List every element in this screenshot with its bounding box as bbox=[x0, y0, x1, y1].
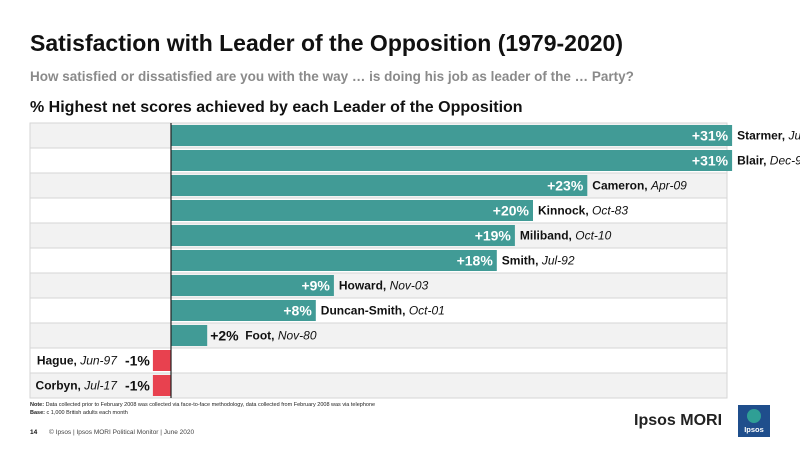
category-label: Foot, Nov-80 bbox=[245, 329, 317, 343]
leader-name: Corbyn, bbox=[36, 379, 85, 393]
data-label: -1% bbox=[125, 378, 150, 394]
data-label: +20% bbox=[493, 203, 530, 219]
plot-border bbox=[29, 122, 728, 399]
score-date: Oct-83 bbox=[592, 204, 628, 218]
leader-name: Howard, bbox=[339, 279, 390, 293]
category-label: Hague, Jun-97 bbox=[37, 354, 118, 368]
score-date: Jun-97 bbox=[79, 354, 118, 368]
logo-text: Ipsos bbox=[744, 425, 764, 434]
score-date: Jul-92 bbox=[541, 254, 575, 268]
data-label: -1% bbox=[125, 353, 150, 369]
bar bbox=[171, 300, 316, 321]
category-label: Corbyn, Jul-17 bbox=[36, 379, 119, 393]
chart-title: % Highest net scores achieved by each Le… bbox=[30, 99, 523, 116]
score-date: Jun-20 bbox=[787, 129, 800, 143]
data-label: +31% bbox=[692, 153, 729, 169]
data-label: +2% bbox=[210, 328, 239, 344]
bar bbox=[171, 275, 334, 296]
leader-name: Foot, bbox=[245, 329, 278, 343]
score-date: Jul-17 bbox=[83, 379, 118, 393]
base-note: Base: c 1,000 British adults each month bbox=[30, 410, 128, 416]
bar bbox=[171, 250, 497, 271]
score-date: Dec-94 bbox=[770, 154, 800, 168]
page-number: 14 bbox=[30, 429, 38, 436]
leader-name: Kinnock, bbox=[538, 204, 592, 218]
category-label: Cameron, Apr-09 bbox=[592, 179, 687, 193]
score-date: Oct-10 bbox=[575, 229, 611, 243]
row-band bbox=[30, 273, 727, 298]
score-date: Apr-09 bbox=[650, 179, 687, 193]
data-label: +8% bbox=[283, 303, 312, 319]
leader-name: Starmer, bbox=[737, 129, 788, 143]
methodology-note: Note: Data collected prior to February 2… bbox=[30, 402, 375, 408]
category-label: Blair, Dec-94 bbox=[737, 154, 800, 168]
leader-name: Cameron, bbox=[592, 179, 651, 193]
bar bbox=[171, 200, 533, 221]
row-band bbox=[30, 348, 727, 373]
category-label: Miliband, Oct-10 bbox=[520, 229, 612, 243]
bar bbox=[171, 125, 733, 146]
category-label: Howard, Nov-03 bbox=[339, 279, 429, 293]
leader-name: Smith, bbox=[502, 254, 542, 268]
row-band bbox=[30, 298, 727, 323]
leader-name: Miliband, bbox=[520, 229, 575, 243]
score-date: Oct-01 bbox=[409, 304, 445, 318]
row-band bbox=[30, 373, 727, 398]
data-label: +19% bbox=[475, 228, 512, 244]
base-label: Base: bbox=[30, 410, 45, 416]
footer-source: © Ipsos | Ipsos MORI Political Monitor |… bbox=[49, 429, 195, 436]
leader-name: Duncan-Smith, bbox=[321, 304, 409, 318]
brand-name: Ipsos MORI bbox=[634, 412, 723, 429]
data-label: +31% bbox=[692, 128, 729, 144]
data-label: +23% bbox=[547, 178, 584, 194]
category-label: Starmer, Jun-20 bbox=[737, 129, 800, 143]
bar bbox=[171, 325, 208, 346]
bar bbox=[152, 350, 171, 371]
base-text: c 1,000 British adults each month bbox=[46, 410, 128, 416]
leader-name: Hague, bbox=[37, 354, 80, 368]
bar bbox=[171, 175, 588, 196]
data-label: +9% bbox=[301, 278, 330, 294]
bar bbox=[152, 375, 171, 396]
note-label: Note: bbox=[30, 402, 45, 408]
logo-circle-icon bbox=[747, 409, 761, 423]
bar bbox=[171, 225, 515, 246]
leader-name: Blair, bbox=[737, 154, 770, 168]
survey-question: How satisfied or dissatisfied are you wi… bbox=[30, 69, 634, 84]
bar bbox=[171, 150, 733, 171]
footer: 14 © Ipsos | Ipsos MORI Political Monito… bbox=[30, 429, 194, 436]
note-text: Data collected prior to February 2008 wa… bbox=[45, 402, 376, 408]
score-date: Nov-03 bbox=[390, 279, 429, 293]
category-label: Smith, Jul-92 bbox=[502, 254, 575, 268]
ipsos-logo: Ipsos bbox=[738, 405, 770, 437]
row-band bbox=[30, 323, 727, 348]
data-label: +18% bbox=[457, 253, 494, 269]
page-title: Satisfaction with Leader of the Oppositi… bbox=[30, 30, 624, 56]
score-date: Nov-80 bbox=[278, 329, 317, 343]
category-label: Duncan-Smith, Oct-01 bbox=[321, 304, 445, 318]
category-label: Kinnock, Oct-83 bbox=[538, 204, 628, 218]
